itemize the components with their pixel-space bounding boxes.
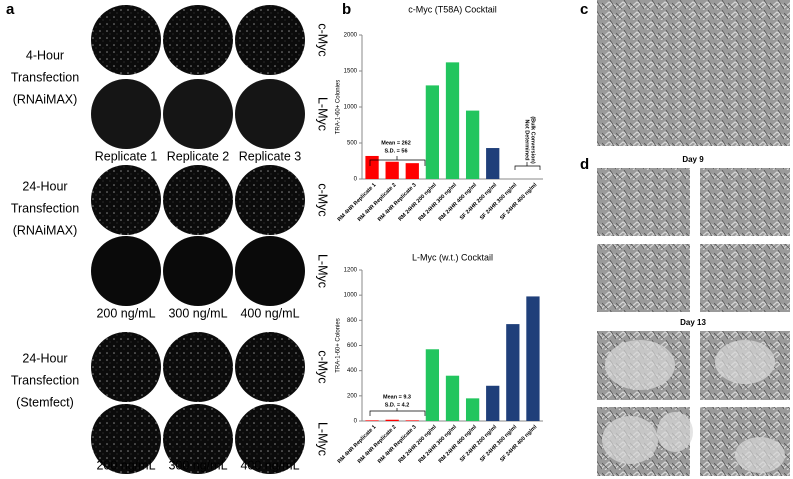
x-tick-label: RM 4HR Replicate 1 <box>337 424 378 465</box>
group-label: Transfection <box>11 201 79 215</box>
bracket <box>369 408 426 416</box>
bar <box>385 161 399 179</box>
annotation: Not Determined <box>524 120 530 161</box>
x-tick-label: SF 24HR 300 ng/ml <box>479 424 519 464</box>
group-label: 24-Hour <box>22 179 67 193</box>
group-label: (RNAiMAX) <box>13 92 78 106</box>
bar <box>486 148 500 179</box>
annotation: Mean = 9.3 <box>383 394 411 400</box>
column-label: 200 ng/mL <box>96 458 155 472</box>
annotation: (Bulk Conversion) <box>530 116 536 164</box>
y-tick-label: 2000 <box>344 33 358 39</box>
y-axis-label: TRA-1-60+ Colonies <box>336 318 342 373</box>
row-label: L-Myc <box>316 97 330 131</box>
x-tick-label: RM 24HR 400 ng/ml <box>438 424 479 465</box>
group-label: 24-Hour <box>22 351 67 365</box>
y-tick-label: 1500 <box>344 69 358 75</box>
y-tick-label: 600 <box>347 343 358 349</box>
bar <box>445 375 460 421</box>
x-tick-label: RM 24HR 200 ng/ml <box>397 182 438 223</box>
group-label: 4-Hour <box>26 48 64 62</box>
bar <box>425 85 440 179</box>
row-label: c-Myc <box>316 350 330 383</box>
y-tick-label: 0 <box>354 419 358 425</box>
panel-letter: a <box>6 1 15 18</box>
column-label: 300 ng/mL <box>168 306 227 320</box>
y-tick-label: 800 <box>347 318 358 324</box>
panel-letter: d <box>580 156 589 173</box>
x-tick-label: RM 4HR Replicate 2 <box>357 182 398 223</box>
bar <box>445 62 460 179</box>
bar <box>365 155 379 179</box>
row-label: L-Myc <box>316 422 330 456</box>
x-tick-label: RM 4HR Replicate 3 <box>377 182 418 223</box>
bar <box>365 420 379 421</box>
chart-title: c-Myc (T58A) Cocktail <box>408 4 497 14</box>
bracket <box>514 162 541 170</box>
x-tick-label: RM 4HR Replicate 1 <box>337 182 378 223</box>
column-label: Replicate 3 <box>239 149 302 163</box>
x-tick-label: RM 24HR 400 ng/ml <box>438 182 479 223</box>
bracket <box>369 156 426 166</box>
annotation: S.D. = 56 <box>384 148 407 154</box>
panel-letter: b <box>342 1 351 18</box>
y-tick-label: 400 <box>347 368 358 374</box>
group-label: (RNAiMAX) <box>13 223 78 237</box>
x-tick-label: RM 24HR 300 ng/ml <box>418 182 459 223</box>
column-label: 400 ng/mL <box>240 306 299 320</box>
bar <box>405 420 419 421</box>
y-tick-label: 500 <box>347 141 358 147</box>
bar <box>465 110 480 179</box>
bar <box>506 324 520 421</box>
row-label: c-Myc <box>316 183 330 216</box>
x-tick-label: RM 24HR 200 ng/ml <box>397 424 438 465</box>
y-tick-label: 1200 <box>344 268 358 274</box>
column-label: Replicate 1 <box>95 149 158 163</box>
x-tick-label: SF 24HR 200 ng/ml <box>459 182 499 222</box>
plate-images <box>91 5 305 474</box>
x-tick-label: SF 24HR 300 ng/ml <box>479 182 519 222</box>
y-axis-label: TRA-1-60+ Colonies <box>336 80 342 135</box>
day-label: Day 9 <box>682 155 704 164</box>
group-label: (Stemfect) <box>16 395 74 409</box>
y-tick-label: 200 <box>347 393 358 399</box>
row-label: L-Myc <box>316 254 330 288</box>
panel-letter: c <box>580 1 588 18</box>
row-label: c-Myc <box>316 23 330 56</box>
x-tick-label: RM 4HR Replicate 2 <box>357 424 398 465</box>
y-tick-label: 1000 <box>344 105 358 111</box>
column-label: 200 ng/mL <box>96 306 155 320</box>
chart-title: L-Myc (w.t.) Cocktail <box>412 252 493 262</box>
day-label: Day 13 <box>680 318 706 327</box>
column-label: Replicate 2 <box>167 149 230 163</box>
y-tick-label: 0 <box>354 177 358 183</box>
x-tick-label: SF 24HR 400 ng/ml <box>499 182 539 222</box>
column-label: 300 ng/mL <box>168 458 227 472</box>
bar <box>465 398 480 421</box>
micrograph <box>597 0 790 146</box>
annotation: Mean = 262 <box>381 140 411 146</box>
bar <box>405 163 419 179</box>
bar <box>425 349 440 421</box>
x-tick-label: SF 24HR 400 ng/ml <box>499 424 539 464</box>
y-tick-label: 1000 <box>344 293 358 299</box>
x-tick-label: RM 4HR Replicate 3 <box>377 424 418 465</box>
group-label: Transfection <box>11 70 79 84</box>
bar <box>486 385 500 421</box>
annotation: S.D. = 4.2 <box>385 402 410 408</box>
column-label: 400 ng/mL <box>240 458 299 472</box>
x-tick-label: SF 24HR 200 ng/ml <box>459 424 499 464</box>
bar <box>385 419 399 421</box>
group-label: Transfection <box>11 373 79 387</box>
bar <box>526 296 540 421</box>
x-tick-label: RM 24HR 300 ng/ml <box>418 424 459 465</box>
